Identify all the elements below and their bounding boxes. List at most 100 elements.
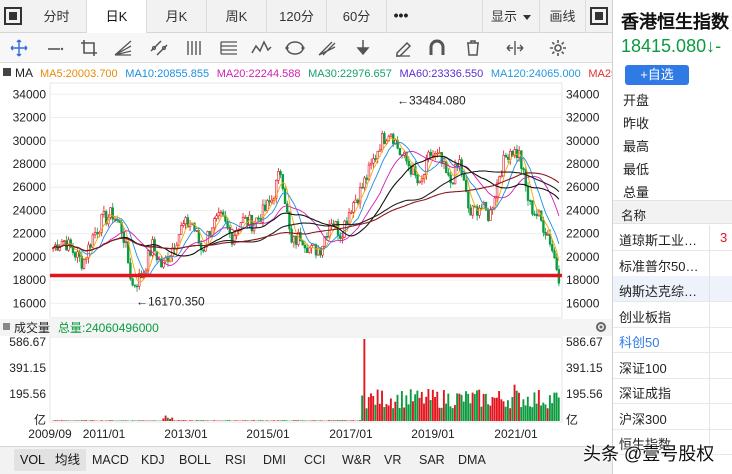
candle-body bbox=[350, 211, 353, 214]
candle-body bbox=[217, 212, 220, 217]
index-list-item[interactable]: 沪深300 bbox=[613, 403, 732, 430]
wave-icon[interactable] bbox=[250, 38, 272, 58]
tab-vr[interactable]: VR bbox=[384, 453, 402, 467]
volume-bar bbox=[405, 395, 408, 421]
gann-fan-icon[interactable] bbox=[316, 38, 338, 58]
volume-bar bbox=[303, 420, 306, 421]
candle-body bbox=[354, 199, 357, 203]
ma-line bbox=[52, 136, 560, 283]
index-list-item[interactable]: 纳斯达克综… bbox=[613, 276, 732, 302]
tab-dmi[interactable]: DMI bbox=[263, 453, 286, 467]
display-dropdown[interactable]: 显示 bbox=[482, 0, 540, 33]
fan-lines-icon[interactable] bbox=[112, 38, 134, 58]
tab-macd[interactable]: MACD bbox=[92, 453, 129, 467]
fibonacci-icon[interactable] bbox=[218, 38, 240, 58]
volume-bar bbox=[476, 390, 478, 421]
legend-collapse-icon[interactable] bbox=[3, 68, 11, 76]
period-tab-daily[interactable]: 日K bbox=[87, 0, 147, 33]
volume-bar bbox=[246, 420, 249, 421]
candle-body bbox=[62, 240, 66, 243]
volume-bar bbox=[138, 420, 141, 421]
period-tab-monthly[interactable]: 月K bbox=[147, 0, 207, 33]
ellipse-icon[interactable] bbox=[284, 38, 306, 58]
index-list-item[interactable]: 恒生指数 bbox=[613, 429, 732, 455]
volume-bar bbox=[414, 394, 417, 421]
volume-bar bbox=[462, 401, 465, 421]
volume-bar bbox=[224, 420, 227, 421]
candle-body bbox=[186, 217, 190, 228]
index-list-item[interactable]: 创业板指 bbox=[613, 301, 732, 328]
index-list-item[interactable]: 科创50 bbox=[613, 327, 732, 353]
tab-cci[interactable]: CCI bbox=[304, 453, 326, 467]
add-favorite-button[interactable]: +自选 bbox=[625, 65, 689, 85]
volume-bar bbox=[356, 420, 359, 421]
tab-sar[interactable]: SAR bbox=[419, 453, 445, 467]
eraser-pen-icon[interactable] bbox=[392, 38, 414, 58]
expand-icon[interactable] bbox=[4, 7, 22, 25]
candle-body bbox=[328, 225, 331, 238]
layout-toggle-icon[interactable] bbox=[590, 7, 608, 25]
zoom-range-icon[interactable] bbox=[504, 38, 526, 58]
volume-bar bbox=[449, 406, 452, 421]
draw-line-button[interactable]: 画线 bbox=[540, 0, 586, 33]
candle-body bbox=[467, 191, 470, 209]
volume-bar bbox=[378, 403, 381, 421]
volume-bar bbox=[202, 420, 205, 421]
tab-vol[interactable]: VOL bbox=[14, 449, 52, 471]
tab-ma[interactable]: 均线 bbox=[49, 449, 87, 471]
tab-wr[interactable]: W&R bbox=[342, 453, 372, 467]
quote-open-label: 开盘 bbox=[623, 93, 650, 108]
tab-boll[interactable]: BOLL bbox=[179, 453, 211, 467]
tab-dma[interactable]: DMA bbox=[458, 453, 486, 467]
segment-line-icon[interactable] bbox=[44, 38, 66, 58]
price-tick-left: 34000 bbox=[13, 87, 47, 101]
parallel-channel-icon[interactable] bbox=[148, 38, 170, 58]
candle-body bbox=[449, 174, 452, 184]
volume-bar bbox=[89, 420, 92, 421]
candle-body bbox=[263, 204, 267, 211]
volume-bar bbox=[557, 397, 560, 421]
volume-bar bbox=[314, 420, 317, 421]
index-list-item[interactable]: 标准普尔50… bbox=[613, 250, 732, 277]
vertical-lines-icon[interactable] bbox=[184, 38, 206, 58]
candle-body bbox=[305, 247, 309, 253]
candle-body bbox=[74, 252, 77, 258]
period-tab-fenshi[interactable]: 分时 bbox=[27, 0, 87, 33]
crop-icon[interactable] bbox=[78, 38, 100, 58]
period-tab-60min[interactable]: 60分 bbox=[327, 0, 387, 33]
index-list-item[interactable]: 深证100 bbox=[613, 352, 732, 379]
volume-bar bbox=[279, 420, 282, 421]
candle-body bbox=[469, 207, 472, 216]
candlestick-series bbox=[51, 130, 561, 292]
tab-rsi[interactable]: RSI bbox=[225, 453, 246, 467]
volume-bar bbox=[173, 420, 176, 421]
trash-icon[interactable] bbox=[462, 38, 484, 58]
volume-collapse-icon[interactable] bbox=[3, 323, 10, 330]
candle-body bbox=[290, 228, 293, 243]
candle-body bbox=[135, 285, 139, 288]
candle-body bbox=[522, 168, 525, 171]
price-tick-left: 20000 bbox=[13, 250, 47, 264]
tab-kdj[interactable]: KDJ bbox=[141, 453, 165, 467]
volume-bar bbox=[74, 420, 76, 421]
gear-icon[interactable] bbox=[547, 38, 569, 58]
watermark: 头条 @壹号股权 bbox=[583, 444, 715, 464]
volume-bar bbox=[312, 420, 315, 421]
period-tab-weekly[interactable]: 周K bbox=[207, 0, 267, 33]
volume-settings-gear-icon[interactable] bbox=[596, 322, 606, 332]
magnet-icon[interactable] bbox=[426, 38, 448, 58]
volume-bar bbox=[69, 420, 72, 421]
volume-bar bbox=[301, 420, 304, 421]
volume-bar bbox=[343, 420, 346, 421]
period-tab-120min[interactable]: 120分 bbox=[267, 0, 327, 33]
crosshair-move-icon[interactable] bbox=[8, 38, 30, 58]
arrow-down-icon[interactable] bbox=[352, 38, 374, 58]
volume-bar bbox=[370, 393, 372, 421]
index-list-item[interactable]: 道琼斯工业… 3 bbox=[613, 225, 732, 251]
kline-chart[interactable]: MA MA5:20003.700 MA10:20855.855 MA20:22244… bbox=[0, 63, 612, 446]
price-tick-right: 16000 bbox=[566, 296, 600, 310]
candle-body bbox=[376, 150, 379, 159]
more-periods-button[interactable]: ••• bbox=[393, 7, 409, 23]
index-list-item[interactable]: 深证成指 bbox=[613, 378, 732, 404]
price-tick-left: 18000 bbox=[13, 273, 47, 287]
